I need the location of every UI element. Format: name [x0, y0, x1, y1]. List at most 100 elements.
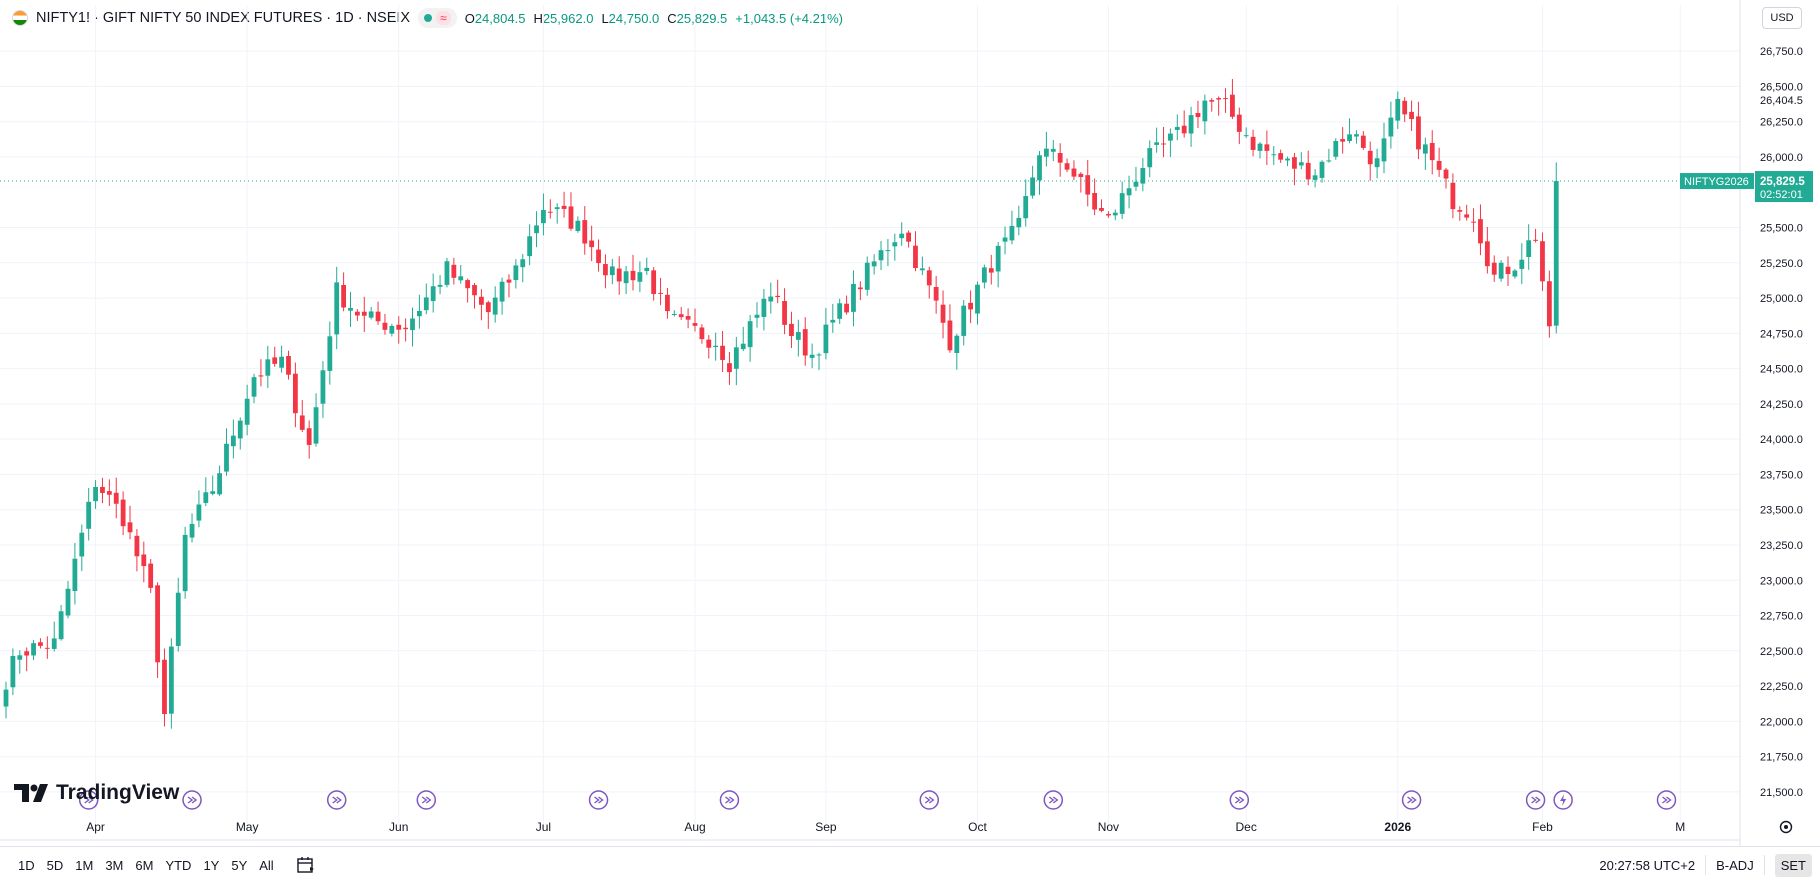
candle-body: [127, 522, 133, 533]
candle-body: [1002, 237, 1008, 242]
range-5d-button[interactable]: 5D: [46, 857, 64, 873]
price-axis-label: 25,000.0: [1760, 293, 1803, 305]
candle-body: [1154, 142, 1160, 145]
candle-body: [292, 373, 298, 414]
candle-body: [975, 284, 980, 314]
candle-body: [961, 305, 967, 336]
candle-body: [678, 314, 684, 318]
candle-body: [224, 443, 229, 472]
back-adjustment-toggle[interactable]: B-ADJ: [1716, 857, 1754, 873]
candle-body: [1236, 114, 1242, 132]
candle-body: [1195, 113, 1201, 118]
candle-body: [692, 323, 698, 326]
range-1d-button[interactable]: 1D: [18, 857, 35, 873]
candle-body: [1147, 148, 1153, 168]
candle-body: [878, 250, 884, 261]
candle-body: [1540, 241, 1545, 282]
candle-body: [299, 415, 305, 430]
candle-body: [1050, 148, 1056, 152]
candle-body: [1450, 182, 1456, 210]
candle-body: [761, 298, 767, 317]
candle-body: [1312, 175, 1318, 180]
candle-body: [988, 268, 994, 273]
candle-body: [1106, 214, 1111, 216]
candle-body: [1381, 138, 1387, 162]
candle-body: [148, 563, 154, 588]
price-chart[interactable]: 26,750.0 26,500.0 26,250.0 26,000.0 25,500.0…: [0, 0, 1820, 846]
candle-body: [1278, 153, 1284, 160]
double-chevron-icon: [421, 796, 432, 804]
price-axis-label: 26,500.0: [1760, 81, 1803, 93]
candle-body: [1168, 133, 1173, 141]
candle-body: [286, 356, 291, 375]
candle-body: [162, 659, 167, 715]
range-3m-button[interactable]: 3M: [105, 857, 124, 873]
candle-body: [747, 321, 753, 348]
symbol-price-tag: [1680, 173, 1754, 190]
candle-body: [17, 655, 23, 660]
candle-body: [251, 377, 257, 397]
range-all-button[interactable]: All: [259, 857, 274, 873]
candle-body: [706, 339, 712, 348]
candle-body: [1126, 188, 1132, 196]
candle-body: [272, 357, 278, 364]
candle-body: [527, 236, 533, 257]
price-axis-label: 24,000.0: [1760, 434, 1803, 446]
candle-body: [513, 265, 519, 280]
market-status-pill[interactable]: ≈: [418, 8, 457, 28]
candle-body: [24, 651, 30, 656]
candle-body: [51, 638, 57, 649]
candle-body: [479, 296, 484, 305]
candle-body: [885, 250, 891, 252]
candle-body: [1078, 173, 1084, 178]
tradingview-logo[interactable]: TradingView: [14, 781, 179, 805]
candle-body: [396, 324, 402, 330]
double-chevron-icon: [1407, 796, 1417, 804]
candle-body: [244, 398, 250, 425]
candle-body: [375, 311, 381, 322]
ohlc-values: O24,804.5 H25,962.0 L24,750.0 C25,829.5 …: [464, 10, 843, 26]
time-axis-label: Dec: [1236, 820, 1257, 834]
timezone-clock[interactable]: 20:27:58 UTC+2: [1599, 857, 1696, 873]
time-axis-label: May: [236, 820, 259, 834]
candle-body: [465, 280, 471, 289]
range-6m-button[interactable]: 6M: [135, 857, 154, 873]
candle-body: [830, 319, 836, 323]
candle-body: [713, 345, 719, 348]
candle-body: [740, 343, 746, 350]
candle-body: [1429, 142, 1435, 161]
range-1m-button[interactable]: 1M: [75, 857, 94, 873]
candle-body: [1333, 140, 1339, 157]
candle-body: [1319, 161, 1325, 178]
candle-body: [265, 359, 271, 376]
candle-body: [1484, 241, 1490, 267]
chart-legend: NIFTY1! · GIFT NIFTY 50 INDEX FUTURES · …: [12, 7, 843, 29]
go-to-date-calendar-icon[interactable]: [296, 856, 316, 874]
candle-body: [100, 486, 105, 493]
candle-body: [1257, 143, 1263, 151]
session-toggle[interactable]: SET: [1774, 853, 1812, 877]
price-axis-label: 22,750.0: [1760, 611, 1803, 623]
candle-body: [1292, 157, 1297, 169]
candle-body: [1471, 221, 1476, 223]
candle-body: [492, 297, 498, 315]
candle-body: [699, 327, 705, 340]
candle-body: [93, 486, 98, 502]
price-axis-label: 21,750.0: [1760, 752, 1803, 764]
time-axis-label: Aug: [684, 820, 705, 834]
last-price-label: 25,829.5: [1760, 176, 1805, 188]
candle-body: [1216, 98, 1222, 100]
range-ytd-button[interactable]: YTD: [165, 857, 192, 873]
range-1y-button[interactable]: 1Y: [203, 857, 220, 873]
currency-selector[interactable]: USD: [1762, 7, 1802, 29]
candle-body: [913, 245, 918, 269]
price-axis-label: 23,500.0: [1760, 505, 1803, 517]
range-5y-button[interactable]: 5Y: [231, 857, 248, 873]
candle-body: [258, 375, 264, 377]
candle-body: [389, 325, 395, 334]
candle-body: [1443, 169, 1449, 179]
candle-body: [823, 324, 829, 354]
symbol-title[interactable]: NIFTY1! · GIFT NIFTY 50 INDEX FUTURES · …: [36, 10, 411, 26]
candle-body: [237, 420, 243, 439]
time-axis-label: Jun: [389, 820, 408, 834]
